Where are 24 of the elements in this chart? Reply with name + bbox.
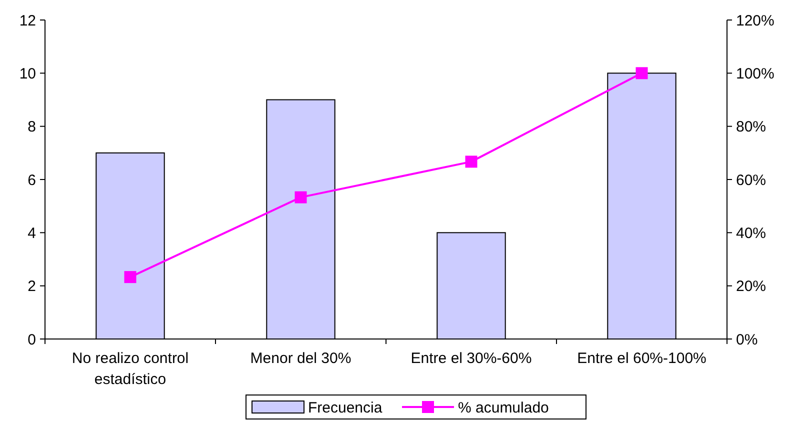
- y2-tick-label: 120%: [736, 12, 774, 30]
- y2-tick-label: 60%: [736, 172, 766, 189]
- y-tick-label: 8: [28, 118, 36, 136]
- y-tick-label: 2: [28, 278, 36, 296]
- y-tick-label: 0: [28, 331, 36, 348]
- point: [465, 156, 478, 168]
- y2-tick-label: 0%: [736, 331, 758, 348]
- y-tick-label: 12: [19, 12, 36, 30]
- point: [294, 191, 307, 204]
- y-tick-label: 4: [28, 224, 36, 242]
- x-tick-label: Menor del 30%: [250, 350, 352, 367]
- x-tick-label: No realizo control estadístico: [72, 350, 189, 388]
- y2-tick-label: 20%: [736, 278, 766, 296]
- y2-tick-label: 100%: [736, 65, 774, 82]
- x-tick-label: Entre el 30%-60%: [410, 350, 532, 367]
- y2-tick-label: 40%: [736, 224, 766, 242]
- legend-label: % acumulado: [458, 399, 549, 416]
- y2-tick-label: 80%: [736, 118, 766, 136]
- point: [124, 271, 136, 284]
- x-tick-label: Entre el 60%-100%: [577, 350, 706, 367]
- legend-label: Frecuencia: [308, 399, 383, 416]
- y-tick-label: 10: [19, 65, 36, 82]
- point: [636, 67, 648, 80]
- y-tick-label: 6: [28, 172, 36, 189]
